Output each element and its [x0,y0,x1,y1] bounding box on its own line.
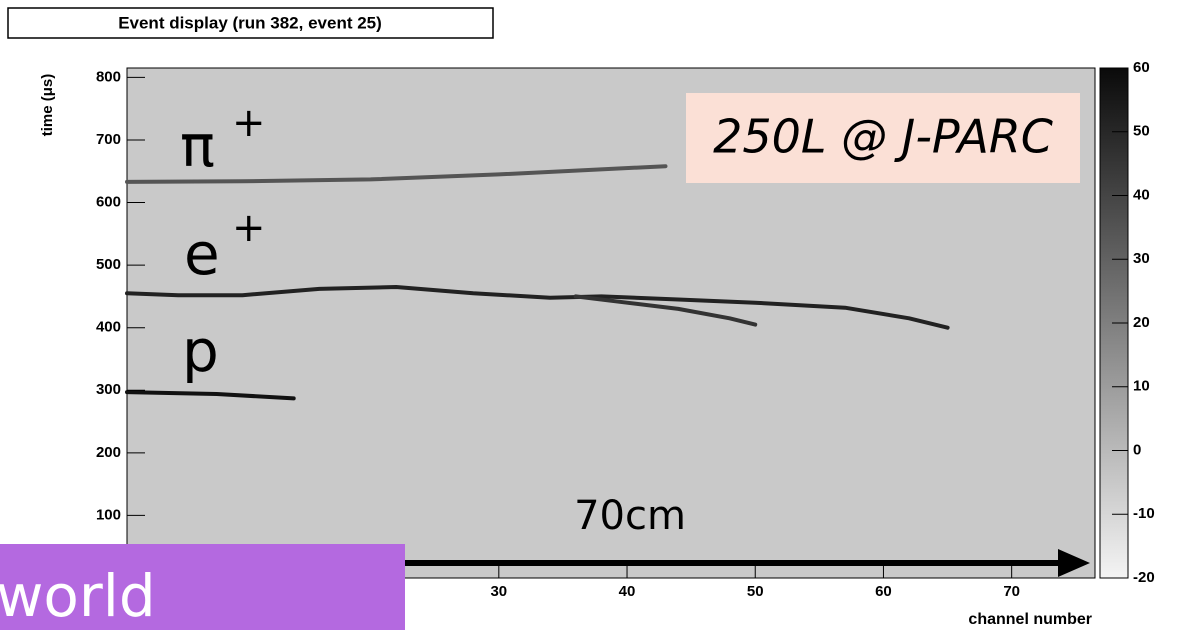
y-axis-label: time (μs) [39,74,56,137]
x-tick-label: 50 [747,583,764,600]
overlay-text: world [0,562,156,630]
annotation: e [184,220,220,288]
annotation-sup: + [232,205,266,251]
z-tick-label: 60 [1133,59,1150,76]
x-tick-label: 70 [1003,583,1020,600]
x-tick-label: 40 [619,583,636,600]
tracks [125,164,950,401]
y-tick-label: 500 [96,256,121,273]
annotation: 250L @ J-PARC [713,110,1053,164]
chart-title: Event display (run 382, event 25) [118,13,382,32]
x-tick-label: 60 [875,583,892,600]
annotation: 70cm [574,493,686,539]
annotation: p [182,317,219,385]
y-tick-label: 400 [96,319,121,336]
annotation-box [686,93,1080,183]
z-tick-label: 10 [1133,378,1150,395]
annotation-sup: + [232,100,266,146]
z-tick-label: -10 [1133,505,1155,522]
z-tick-label: -20 [1133,569,1155,586]
y-tick-label: 200 [96,444,121,461]
z-tick-label: 50 [1133,123,1150,140]
y-tick-label: 300 [96,381,121,398]
overlay-box [0,544,405,630]
title-box [7,7,494,39]
y-tick-label: 100 [96,506,121,523]
z-tick-label: 20 [1133,314,1150,331]
track [573,294,758,327]
track [125,390,296,401]
annotation: π [180,112,215,180]
z-tick-label: 0 [1133,441,1141,458]
x-axis-label: channel number [968,611,1092,628]
y-tick-label: 700 [96,131,121,148]
scale-arrowhead [1058,549,1090,577]
z-tick-label: 30 [1133,250,1150,267]
z-tick-label: 40 [1133,186,1150,203]
track [125,285,950,330]
y-tick-label: 600 [96,194,121,211]
x-tick-label: 30 [490,583,507,600]
y-tick-label: 800 [96,68,121,85]
track [125,164,668,184]
